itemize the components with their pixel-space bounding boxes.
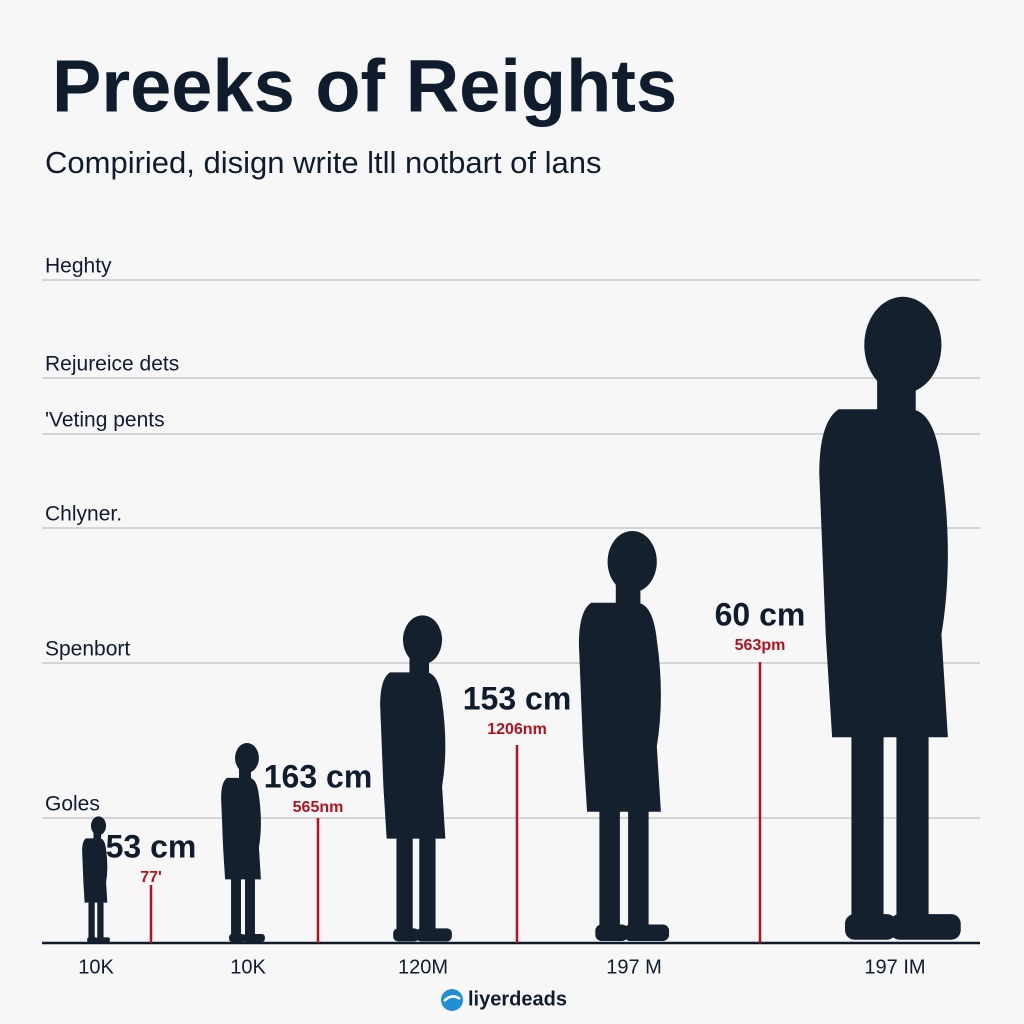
base-label: 10K <box>230 956 266 978</box>
shoe <box>595 924 629 941</box>
head <box>90 816 107 836</box>
height-label: 163 cm <box>264 758 373 794</box>
leg <box>244 875 255 938</box>
shoe <box>87 937 98 943</box>
guide-label: Spenbort <box>45 638 130 661</box>
leg <box>396 832 413 934</box>
shoe <box>393 928 420 942</box>
torso <box>819 409 948 738</box>
head <box>607 530 657 593</box>
shoe <box>624 924 670 941</box>
base-label: 197 M <box>606 956 662 978</box>
shoe <box>890 914 961 940</box>
person-silhouette <box>380 615 452 942</box>
guide-label: Chlyner. <box>45 503 122 526</box>
base-label: 10K <box>78 956 114 978</box>
height-label: 153 cm <box>463 680 572 716</box>
leg <box>628 803 649 931</box>
head <box>402 615 443 665</box>
leg <box>851 724 884 924</box>
neck <box>93 832 102 840</box>
torso <box>221 777 261 880</box>
base-label: 120M <box>398 956 448 978</box>
leg <box>599 803 620 931</box>
leg <box>231 875 242 938</box>
logo-icon <box>441 989 463 1011</box>
shoe <box>243 934 265 943</box>
title: Preeks of Reights <box>52 45 677 128</box>
leg <box>896 724 929 924</box>
head <box>235 743 259 773</box>
guide-label: Rejureice dets <box>45 353 179 376</box>
person-silhouette <box>221 743 265 943</box>
guide-label: 'Veting pents <box>45 409 165 432</box>
person-silhouette <box>578 530 670 941</box>
shoe <box>229 934 245 943</box>
neck <box>239 767 251 780</box>
sub-label: 1206nm <box>487 721 547 738</box>
shoe <box>96 937 110 943</box>
height-label: 53 cm <box>106 828 197 864</box>
neck <box>615 582 641 607</box>
base-label: 197 IM <box>864 956 925 978</box>
shoe <box>416 928 452 942</box>
sub-label: 565nm <box>293 799 344 816</box>
leg <box>88 900 95 940</box>
torso <box>82 838 108 903</box>
person-silhouette <box>82 816 110 943</box>
sub-label: 563pm <box>735 637 786 654</box>
logo-icon-mark <box>443 995 461 1002</box>
sub-label: 77' <box>140 869 162 886</box>
leg <box>419 832 436 934</box>
guide-label: Goles <box>45 793 100 816</box>
torso <box>380 672 446 839</box>
guide-label: Heghty <box>45 255 112 278</box>
leg <box>97 900 104 940</box>
shoe <box>844 914 897 940</box>
person-silhouette <box>819 296 961 940</box>
height-label: 60 cm <box>715 596 806 632</box>
logo: liyerdeads <box>441 988 567 1011</box>
torso <box>578 602 661 812</box>
subtitle: Compiried, disign write ltll notbart of … <box>45 145 602 180</box>
logo-text: liyerdeads <box>468 988 567 1010</box>
neck <box>409 656 430 676</box>
head <box>864 296 942 394</box>
